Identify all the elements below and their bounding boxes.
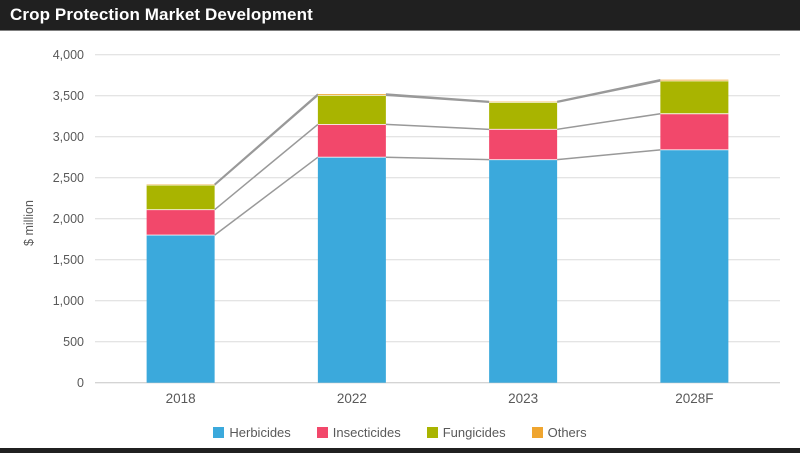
legend-label-others: Others [547, 425, 587, 440]
series-connector-line-others [556, 78, 661, 103]
series-connector-line-fungicides [556, 80, 661, 103]
x-category-label: 2022 [337, 391, 367, 406]
page-title: Crop Protection Market Development [10, 5, 313, 24]
bar-2022-fungicides [317, 95, 386, 125]
chart-legend: Herbicides Insecticides Fungicides Other… [0, 417, 800, 448]
herbicides-swatch-icon [213, 427, 225, 438]
legend-item-herbicides: Herbicides [213, 425, 291, 440]
y-tick-label: 3,000 [53, 130, 84, 144]
legend-label-herbicides: Herbicides [229, 425, 291, 440]
title-bar: Crop Protection Market Development [0, 0, 800, 31]
x-category-label: 2018 [166, 391, 196, 406]
legend-label-fungicides: Fungicides [442, 425, 506, 440]
x-category-label: 2023 [508, 391, 538, 406]
series-connector-line-others [214, 93, 319, 185]
y-tick-label: 0 [77, 376, 84, 390]
legend-item-insecticides: Insecticides [316, 425, 401, 440]
series-connector-line-fungicides [385, 94, 490, 104]
bar-2022-insecticides [317, 124, 386, 158]
y-axis-title: $ million [22, 200, 36, 246]
others-swatch-icon [531, 427, 543, 438]
series-connector-line-herbicides [557, 149, 661, 161]
x-category-label: 2028F [675, 391, 713, 406]
bar-2023-herbicides [489, 159, 558, 383]
series-connector-line-herbicides [385, 156, 490, 161]
bar-2022-others [317, 94, 386, 96]
bar-2018-insecticides [146, 209, 215, 236]
bar-2028f-herbicides [660, 149, 729, 383]
series-connector-line-herbicides [214, 156, 319, 236]
y-tick-label: 4,000 [53, 48, 84, 62]
y-tick-label: 3,500 [53, 89, 84, 103]
legend-label-insecticides: Insecticides [332, 425, 401, 440]
series-connector-line-insecticides [557, 112, 661, 131]
bar-2018-herbicides [146, 235, 215, 383]
bar-2018-fungicides [146, 185, 215, 210]
bar-2022-herbicides [317, 157, 386, 383]
insecticides-swatch-icon [316, 427, 328, 438]
y-tick-label: 500 [63, 335, 84, 349]
y-tick-label: 2,500 [53, 171, 84, 185]
series-connector-line-others [385, 93, 490, 103]
chart-canvas: 0 500 1,000 1,500 2,000 2,500 3,000 3,500 4,000 $… [22, 48, 780, 406]
bar-2023-insecticides [489, 129, 558, 160]
fungicides-swatch-icon [426, 427, 438, 438]
chart-area: 0 500 1,000 1,500 2,000 2,500 3,000 3,500 4,000 $… [0, 31, 800, 417]
legend-item-others: Others [531, 425, 587, 440]
legend-item-fungicides: Fungicides [426, 425, 506, 440]
y-tick-label: 1,000 [53, 294, 84, 308]
series-connector-line-insecticides [385, 123, 490, 131]
bottom-bar [0, 448, 800, 453]
bar-2028f-fungicides [660, 80, 729, 114]
bar-2023-fungicides [489, 102, 558, 130]
y-tick-label: 2,000 [53, 212, 84, 226]
y-tick-label: 1,500 [53, 253, 84, 267]
bar-2028f-others [660, 79, 729, 81]
bar-2028f-insecticides [660, 113, 729, 150]
series-connector-line-insecticides [214, 123, 319, 211]
